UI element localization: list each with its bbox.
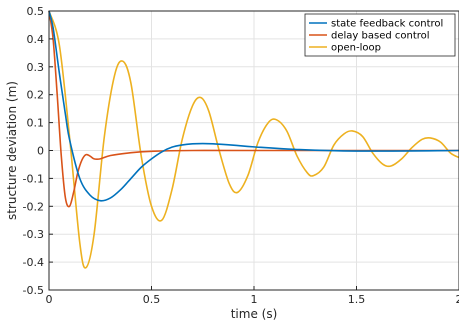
x-tick-label: 0 (46, 293, 53, 306)
legend-entry-label: delay based control (331, 31, 430, 42)
series-layer (48, 10, 459, 269)
y-tick-label: 0.3 (27, 61, 45, 74)
y-tick-label: 0.2 (27, 89, 45, 102)
series-line-state-feedback-control (48, 10, 459, 202)
y-tick-label: -0.1 (23, 172, 44, 185)
y-tick-label: 0.5 (27, 5, 45, 18)
legend-box (304, 13, 456, 57)
y-axis-label: structure deviation (m) (5, 81, 19, 220)
y-tick-label: 0.1 (27, 117, 45, 130)
x-tick-label: 1 (251, 293, 258, 306)
y-tick-label: -0.2 (23, 200, 44, 213)
x-tick-label: 0.5 (143, 293, 161, 306)
y-tick-label: 0.4 (27, 33, 45, 46)
series-line-delay-based-control (48, 10, 459, 208)
y-tick-label: -0.3 (23, 228, 44, 241)
x-tick-label: 2 (456, 293, 459, 306)
series-line-open-loop (48, 10, 459, 269)
x-axis-label: time (s) (231, 307, 278, 321)
legend-entry-label: open-loop (331, 43, 381, 54)
y-tick-label: 0 (37, 145, 44, 158)
y-tick-label: -0.4 (23, 256, 44, 269)
x-tick-label: 1.5 (348, 293, 366, 306)
legend-entry-label: state feedback control (331, 19, 443, 30)
y-tick-label: -0.5 (23, 284, 44, 297)
ticks: 0 0.5 1 1.5 2 -0.5 -0.4 -0.3 -0.2 -0.1 0 0.1 0.2 0.3 0… (23, 5, 459, 306)
